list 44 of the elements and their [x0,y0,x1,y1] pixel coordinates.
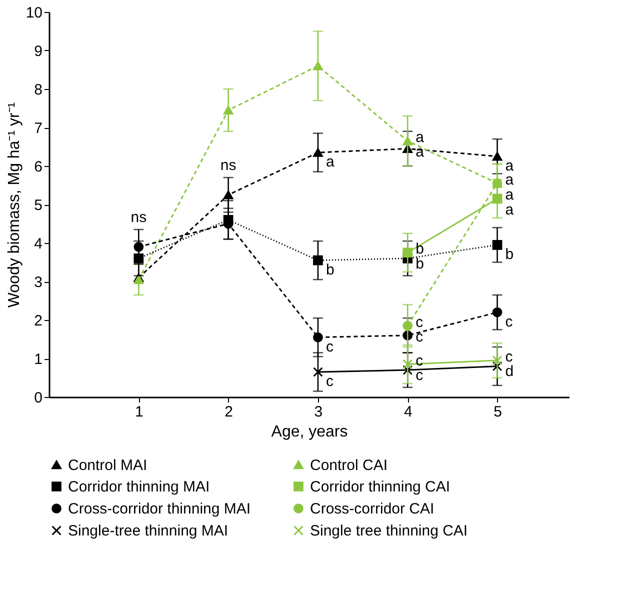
annotation: c [326,372,334,390]
annotation: a [326,154,335,171]
x-tick-label: 4 [404,404,412,420]
annotation: a [505,202,514,219]
annotation: ns [220,156,236,174]
annotation: a [505,186,514,204]
y-tick-label: 2 [34,312,42,330]
annotation: c [416,328,424,346]
x-axis-title: Age, years [271,424,348,440]
y-tick-label: 4 [34,236,42,252]
annotation: b [505,246,514,263]
legend-label: Corridor thinning CAI [310,478,450,496]
annotation: b [416,255,424,272]
annotation: c [416,367,424,384]
annotation: c [505,313,514,330]
y-tick-label: 5 [34,197,42,214]
y-tick-label: 7 [34,120,42,137]
legend-label: Corridor thinning MAI [68,478,210,496]
y-tick-label: 0 [34,390,42,406]
x-tick-label: 5 [494,404,502,420]
x-tick-label: 1 [134,404,144,420]
annotation: b [326,261,334,278]
x-tick-label: 3 [314,404,323,420]
annotation: b [416,240,424,258]
y-tick-label: 8 [34,82,42,98]
y-axis-title: Woody biomass, Mg ha⁻¹ yr⁻¹ [6,102,23,308]
y-tick-label: 1 [34,351,42,368]
y-tick-label: 9 [34,43,42,60]
annotation: ns [130,208,147,226]
legend-label: Single tree thinning CAI [310,522,468,540]
legend-label: Cross-corridor CAI [310,500,434,518]
y-tick-label: 3 [34,274,42,291]
legend-label: Single-tree thinning MAI [68,522,228,540]
x-tick-label: 2 [224,404,233,420]
annotation: c [326,338,334,356]
annotation: d [505,363,514,380]
annotation: a [416,128,425,146]
y-tick-label: 10 [26,4,42,22]
annotation: c [505,348,514,366]
legend-label: Control CAI [310,456,388,474]
legend-label: Cross-corridor thinning MAI [68,500,251,518]
y-tick-label: 6 [34,158,42,176]
legend-label: Control MAI [68,456,148,474]
annotation: c [416,314,424,331]
